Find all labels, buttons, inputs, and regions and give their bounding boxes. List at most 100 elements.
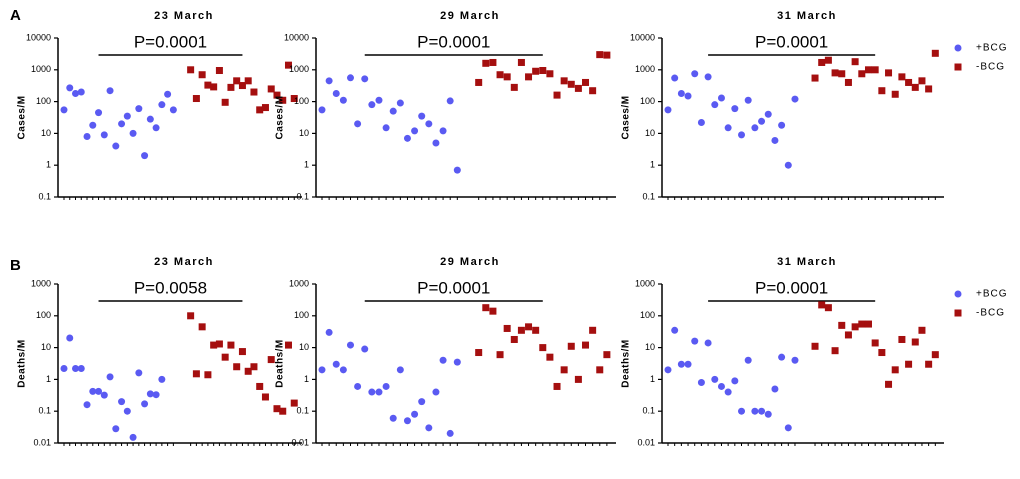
- point: [332, 89, 340, 97]
- point: [432, 388, 440, 396]
- y-axis-label: Cases/M: [621, 95, 632, 139]
- point: [123, 112, 131, 120]
- point: [482, 304, 490, 312]
- point: [891, 366, 899, 374]
- point: [164, 90, 172, 98]
- legend-marker: [954, 63, 962, 71]
- point: [72, 365, 80, 373]
- point: [135, 105, 143, 113]
- point: [346, 341, 354, 349]
- p-value: P=0.0001: [417, 32, 490, 51]
- point: [403, 417, 411, 425]
- y-tick-label: 100: [640, 96, 655, 106]
- legend-label: -BCG: [976, 308, 1005, 319]
- point: [411, 410, 419, 418]
- point: [129, 433, 137, 441]
- point: [482, 59, 490, 67]
- point: [141, 152, 149, 160]
- point: [731, 377, 739, 385]
- chart-title: 31 March: [777, 256, 837, 268]
- point: [885, 380, 893, 388]
- point: [375, 388, 383, 396]
- point: [158, 101, 166, 109]
- point: [432, 139, 440, 147]
- p-value: P=0.0001: [417, 278, 490, 297]
- point: [778, 353, 786, 361]
- point: [697, 378, 705, 386]
- point: [553, 91, 561, 99]
- y-axis-label: Deaths/M: [275, 339, 286, 387]
- y-tick-label: 1: [46, 374, 51, 384]
- point: [475, 78, 483, 86]
- point: [567, 342, 575, 350]
- point: [403, 134, 411, 142]
- point: [824, 304, 832, 312]
- point: [339, 366, 347, 374]
- point: [851, 323, 859, 331]
- p-value: P=0.0001: [134, 32, 207, 51]
- point: [496, 71, 504, 79]
- point: [106, 87, 114, 95]
- point: [158, 375, 166, 383]
- point: [418, 112, 426, 120]
- point: [267, 356, 275, 364]
- point: [532, 326, 540, 334]
- point: [517, 58, 525, 66]
- point: [589, 326, 597, 334]
- point: [238, 82, 246, 90]
- point: [446, 429, 454, 437]
- point: [525, 323, 533, 331]
- y-tick-label: 100: [294, 310, 309, 320]
- y-tick-label: 0.01: [637, 437, 655, 447]
- point: [77, 365, 85, 373]
- point: [898, 335, 906, 343]
- point: [354, 120, 362, 128]
- legend-marker: [954, 309, 962, 317]
- panel-label: A: [10, 7, 21, 24]
- point: [664, 366, 672, 374]
- point: [192, 95, 200, 103]
- y-tick-label: 1: [304, 160, 309, 170]
- point: [118, 398, 126, 406]
- point: [731, 105, 739, 113]
- point: [146, 115, 154, 123]
- point: [100, 131, 108, 139]
- point: [811, 342, 819, 350]
- point: [256, 382, 264, 390]
- y-tick-label: 1000: [289, 278, 309, 288]
- point: [198, 323, 206, 331]
- point: [697, 119, 705, 127]
- point: [273, 405, 281, 413]
- legend-label: +BCG: [976, 43, 1008, 54]
- point: [361, 75, 369, 83]
- point: [525, 73, 533, 81]
- y-tick-label: 100: [294, 96, 309, 106]
- point: [596, 366, 604, 374]
- point: [279, 407, 287, 415]
- point: [204, 81, 212, 89]
- point: [112, 142, 120, 150]
- point: [221, 98, 229, 106]
- point: [751, 407, 759, 415]
- y-axis-label: Cases/M: [275, 95, 286, 139]
- point: [256, 106, 264, 114]
- point: [192, 370, 200, 378]
- point: [517, 326, 525, 334]
- point: [89, 387, 97, 395]
- point: [771, 385, 779, 393]
- point: [582, 78, 590, 86]
- point: [496, 351, 504, 359]
- point: [560, 77, 568, 85]
- point: [118, 120, 126, 128]
- point: [724, 124, 732, 132]
- point: [215, 67, 223, 75]
- point: [418, 398, 426, 406]
- point: [677, 89, 685, 97]
- point: [574, 84, 582, 92]
- point: [146, 390, 154, 398]
- y-tick-label: 1000: [635, 278, 655, 288]
- p-value: P=0.0058: [134, 278, 207, 297]
- point: [844, 78, 852, 86]
- point: [267, 85, 275, 93]
- point: [831, 347, 839, 355]
